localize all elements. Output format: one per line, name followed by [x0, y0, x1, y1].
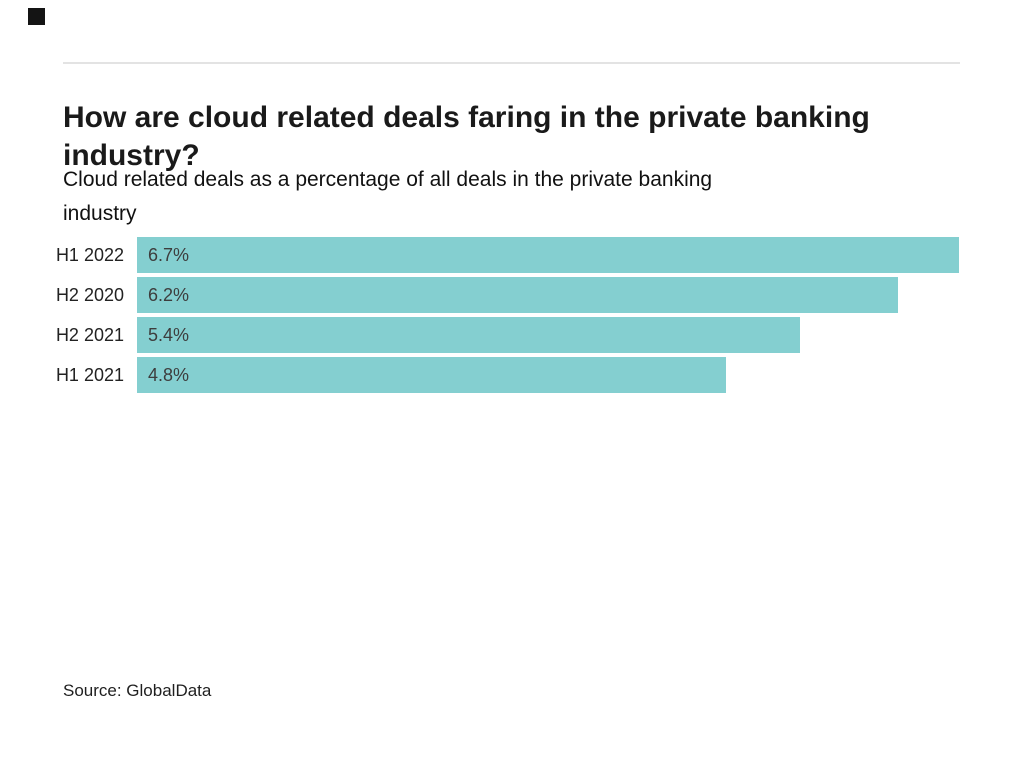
page-title-line-1: How are cloud related deals faring in th… — [63, 101, 870, 135]
bar: 5.4% — [137, 317, 800, 353]
bar: 4.8% — [137, 357, 726, 393]
chart-row: H1 2022 6.7% — [0, 237, 1024, 273]
chart-subtitle-line-2: industry — [63, 202, 137, 225]
page-title-line-2: industry? — [63, 139, 200, 173]
value-label: 6.2% — [148, 284, 190, 305]
value-label: 6.7% — [148, 244, 190, 265]
bar: 6.2% — [137, 277, 898, 313]
category-label: H2 2020 — [55, 285, 124, 305]
category-label: H1 2021 — [55, 365, 124, 385]
chart-row: H2 2021 5.4% — [0, 317, 1024, 353]
bar: 6.7% — [137, 237, 959, 273]
category-label: H2 2021 — [55, 325, 124, 345]
page-title: How are cloud related deals faring in th… — [63, 99, 870, 175]
chart-subtitle-line-1: Cloud related deals as a percentage of a… — [63, 168, 713, 191]
value-label: 4.8% — [148, 364, 190, 385]
source-attribution: Source: GlobalData — [63, 681, 212, 700]
category-label: H1 2022 — [55, 245, 124, 265]
bar-chart: H1 2022 6.7% H2 2020 6.2% H2 2021 5.4% H1 2021… — [0, 237, 1024, 397]
chart-row: H1 2021 4.8% — [0, 357, 1024, 393]
logo-square-icon — [28, 8, 45, 25]
chart-subtitle: Cloud related deals as a percentage of a… — [63, 163, 712, 231]
value-label: 5.4% — [148, 324, 190, 345]
chart-row: H2 2020 6.2% — [0, 277, 1024, 313]
header-divider — [63, 62, 960, 64]
